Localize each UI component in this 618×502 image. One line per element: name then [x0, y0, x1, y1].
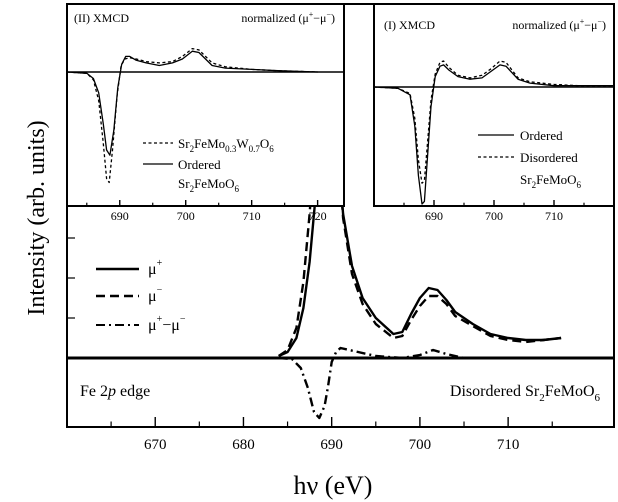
- main-x-axis: 670 680 690 700 710: [110, 417, 553, 453]
- inset-i-chart: 690 700 710 (I) XMCD normalized (μ+−μ−) Or…: [373, 3, 615, 223]
- inset-i-legend-label-1: Disordered: [520, 150, 578, 165]
- inset2-series-solid: [66, 50, 318, 156]
- x-tick-label: 720: [309, 209, 327, 223]
- legend-entry-mu-minus: μ−: [96, 285, 163, 305]
- main-chart: 670 680 690 700 710 μ+ μ− μ+−μ− Fe 2p edge D…: [24, 3, 615, 500]
- inset-ii-title: (II) XMCD: [74, 11, 129, 25]
- x-axis-title: hν (eV): [294, 471, 373, 500]
- x-tick-label: 700: [485, 209, 503, 223]
- inset2-series-dashed: [66, 47, 318, 184]
- inset-ii-legend-label-1: Ordered: [178, 157, 221, 172]
- sample-annotation: Disordered Sr2FeMoO6: [450, 383, 601, 404]
- x-tick-label: 690: [425, 209, 443, 223]
- x-tick-label: 680: [232, 437, 255, 453]
- x-tick-label: 700: [409, 437, 432, 453]
- x-tick-label: 670: [144, 437, 167, 453]
- inset-i-series-group: [373, 60, 614, 205]
- x-tick-label: 690: [111, 209, 129, 223]
- legend-entry-mu-plus: μ+: [96, 258, 163, 278]
- inset-ii-legend-label-0: Sr2FeMo0.3W0.7O6: [178, 136, 274, 154]
- x-tick-label: 710: [497, 437, 520, 453]
- inset-i-frame: [373, 3, 615, 207]
- main-series-dashdot: [278, 346, 491, 420]
- x-tick-label: 710: [243, 209, 261, 223]
- legend-label-mu-plus: μ+: [148, 258, 163, 278]
- inset-i-x-axis: 690 700 710: [403, 200, 585, 223]
- main-series-solid: [278, 64, 562, 358]
- inset-i-legend-label-0: Ordered: [520, 128, 563, 143]
- main-series-group: [278, 36, 562, 420]
- inset-i-legend: Ordered Disordered Sr2FeMoO6: [478, 128, 582, 190]
- inset-i-legend-label-2: Sr2FeMoO6: [520, 172, 582, 190]
- inset-i-normalized-note: normalized (μ+−μ−): [512, 17, 606, 32]
- inset-ii-legend-label-2: Sr2FeMoO6: [178, 176, 240, 194]
- edge-annotation: Fe 2p edge: [80, 383, 150, 400]
- x-tick-label: 690: [320, 437, 343, 453]
- inset1-series-dashed: [373, 60, 614, 184]
- inset-ii-normalized-note: normalized (μ+−μ−): [241, 10, 335, 25]
- y-axis-title: Intensity (arb. units): [24, 120, 50, 315]
- legend-label-difference: μ+−μ−: [148, 314, 186, 334]
- inset-i-title: (I) XMCD: [384, 18, 435, 32]
- inset-ii-x-axis: 690 700 710 720: [86, 200, 327, 223]
- x-tick-label: 710: [545, 209, 563, 223]
- inset-ii-legend: Sr2FeMo0.3W0.7O6 Ordered Sr2FeMoO6: [143, 136, 274, 194]
- inset-ii-series-group: [66, 47, 318, 184]
- main-legend: μ+ μ− μ+−μ−: [96, 258, 186, 334]
- x-tick-label: 700: [177, 209, 195, 223]
- main-series-dashed: [278, 36, 562, 357]
- inset-ii-frame: [66, 3, 345, 207]
- legend-entry-difference: μ+−μ−: [96, 314, 186, 334]
- inset1-series-solid: [373, 64, 614, 205]
- legend-label-mu-minus: μ−: [148, 285, 163, 305]
- inset-ii-chart: 690 700 710 720 (II) XMCD normalized (μ+−μ−…: [66, 3, 345, 223]
